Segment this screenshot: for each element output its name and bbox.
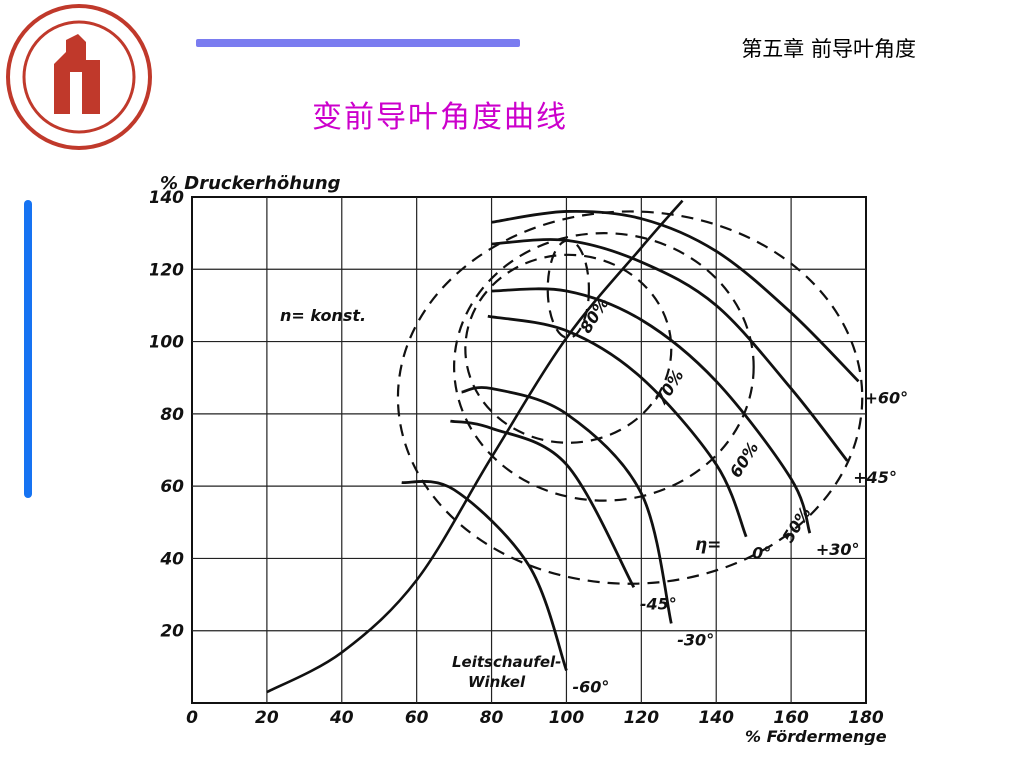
efficiency-label: 50% [778,504,814,547]
angle-caption-line1: Leitschaufel- [452,653,561,671]
x-axis-label: % Fördermenge [745,727,887,745]
university-seal-icon [6,4,152,150]
series-line [491,287,812,534]
y-tick-label: 140 [150,188,184,208]
series-label: -30° [677,630,714,649]
slide-title: 变前导叶角度曲线 [312,100,568,135]
y-tick-label: 20 [160,622,184,642]
characteristic-chart: 80%70%60%50% +60°+45°+30°0°-30°-45°-60° … [150,173,909,745]
system-curve-line [266,199,684,694]
chapter-label: 第五章 前导叶角度 [741,37,916,61]
chart-ticks: 0 20 40 60 80 100 120 140 160 180 20 40 60 80 100 120 14… [150,188,884,728]
series-label: +60° [865,388,909,407]
y-tick-label: 40 [159,549,184,569]
system-curve [266,199,684,694]
series-line [450,419,636,589]
efficiency-label: 60% [726,438,762,481]
eta-annotation: η= [695,535,721,555]
efficiency-contour [453,232,755,502]
x-tick-label: 180 [848,708,884,728]
accent-bar [196,39,520,47]
series-line [461,386,673,624]
series-label: +30° [816,540,860,559]
plot-frame [191,196,867,704]
chart-labels: % Druckerhöhung % Fördermenge n= konst. … [160,173,887,745]
efficiency-label: 70% [651,366,687,409]
x-tick-label: 100 [549,708,585,728]
series-label: 0° [752,544,771,563]
y-axis-label: % Druckerhöhung [160,173,341,194]
efficiency-contours: 80%70%60%50% [396,210,864,585]
series-line [401,480,568,671]
speed-annotation: n= konst. [280,306,366,325]
x-tick-label: 140 [698,708,734,728]
university-logo [4,2,154,152]
x-tick-label: 0 [186,708,198,728]
series-line [491,209,860,383]
y-tick-label: 80 [160,405,184,425]
x-tick-label: 20 [255,708,279,728]
series-label: -45° [640,594,677,613]
x-tick-label: 80 [480,708,504,728]
series-line [487,314,748,538]
efficiency-contour [396,210,864,585]
chart-grid [191,196,867,704]
side-accent-bar [24,200,32,498]
x-tick-label: 160 [773,708,809,728]
y-tick-label: 60 [160,477,184,497]
y-tick-label: 100 [150,333,184,353]
chart-series: +60° +45° +30° 0° -30°-45° -60° [401,209,909,696]
angle-caption-line2: Winkel [468,673,526,691]
x-tick-label: 40 [329,708,354,728]
x-tick-label: 120 [624,708,660,728]
series-label: -60° [572,677,609,696]
series-line [491,238,849,462]
series-label: +45° [853,468,897,487]
y-tick-label: 120 [150,260,184,280]
x-tick-label: 60 [405,708,429,728]
